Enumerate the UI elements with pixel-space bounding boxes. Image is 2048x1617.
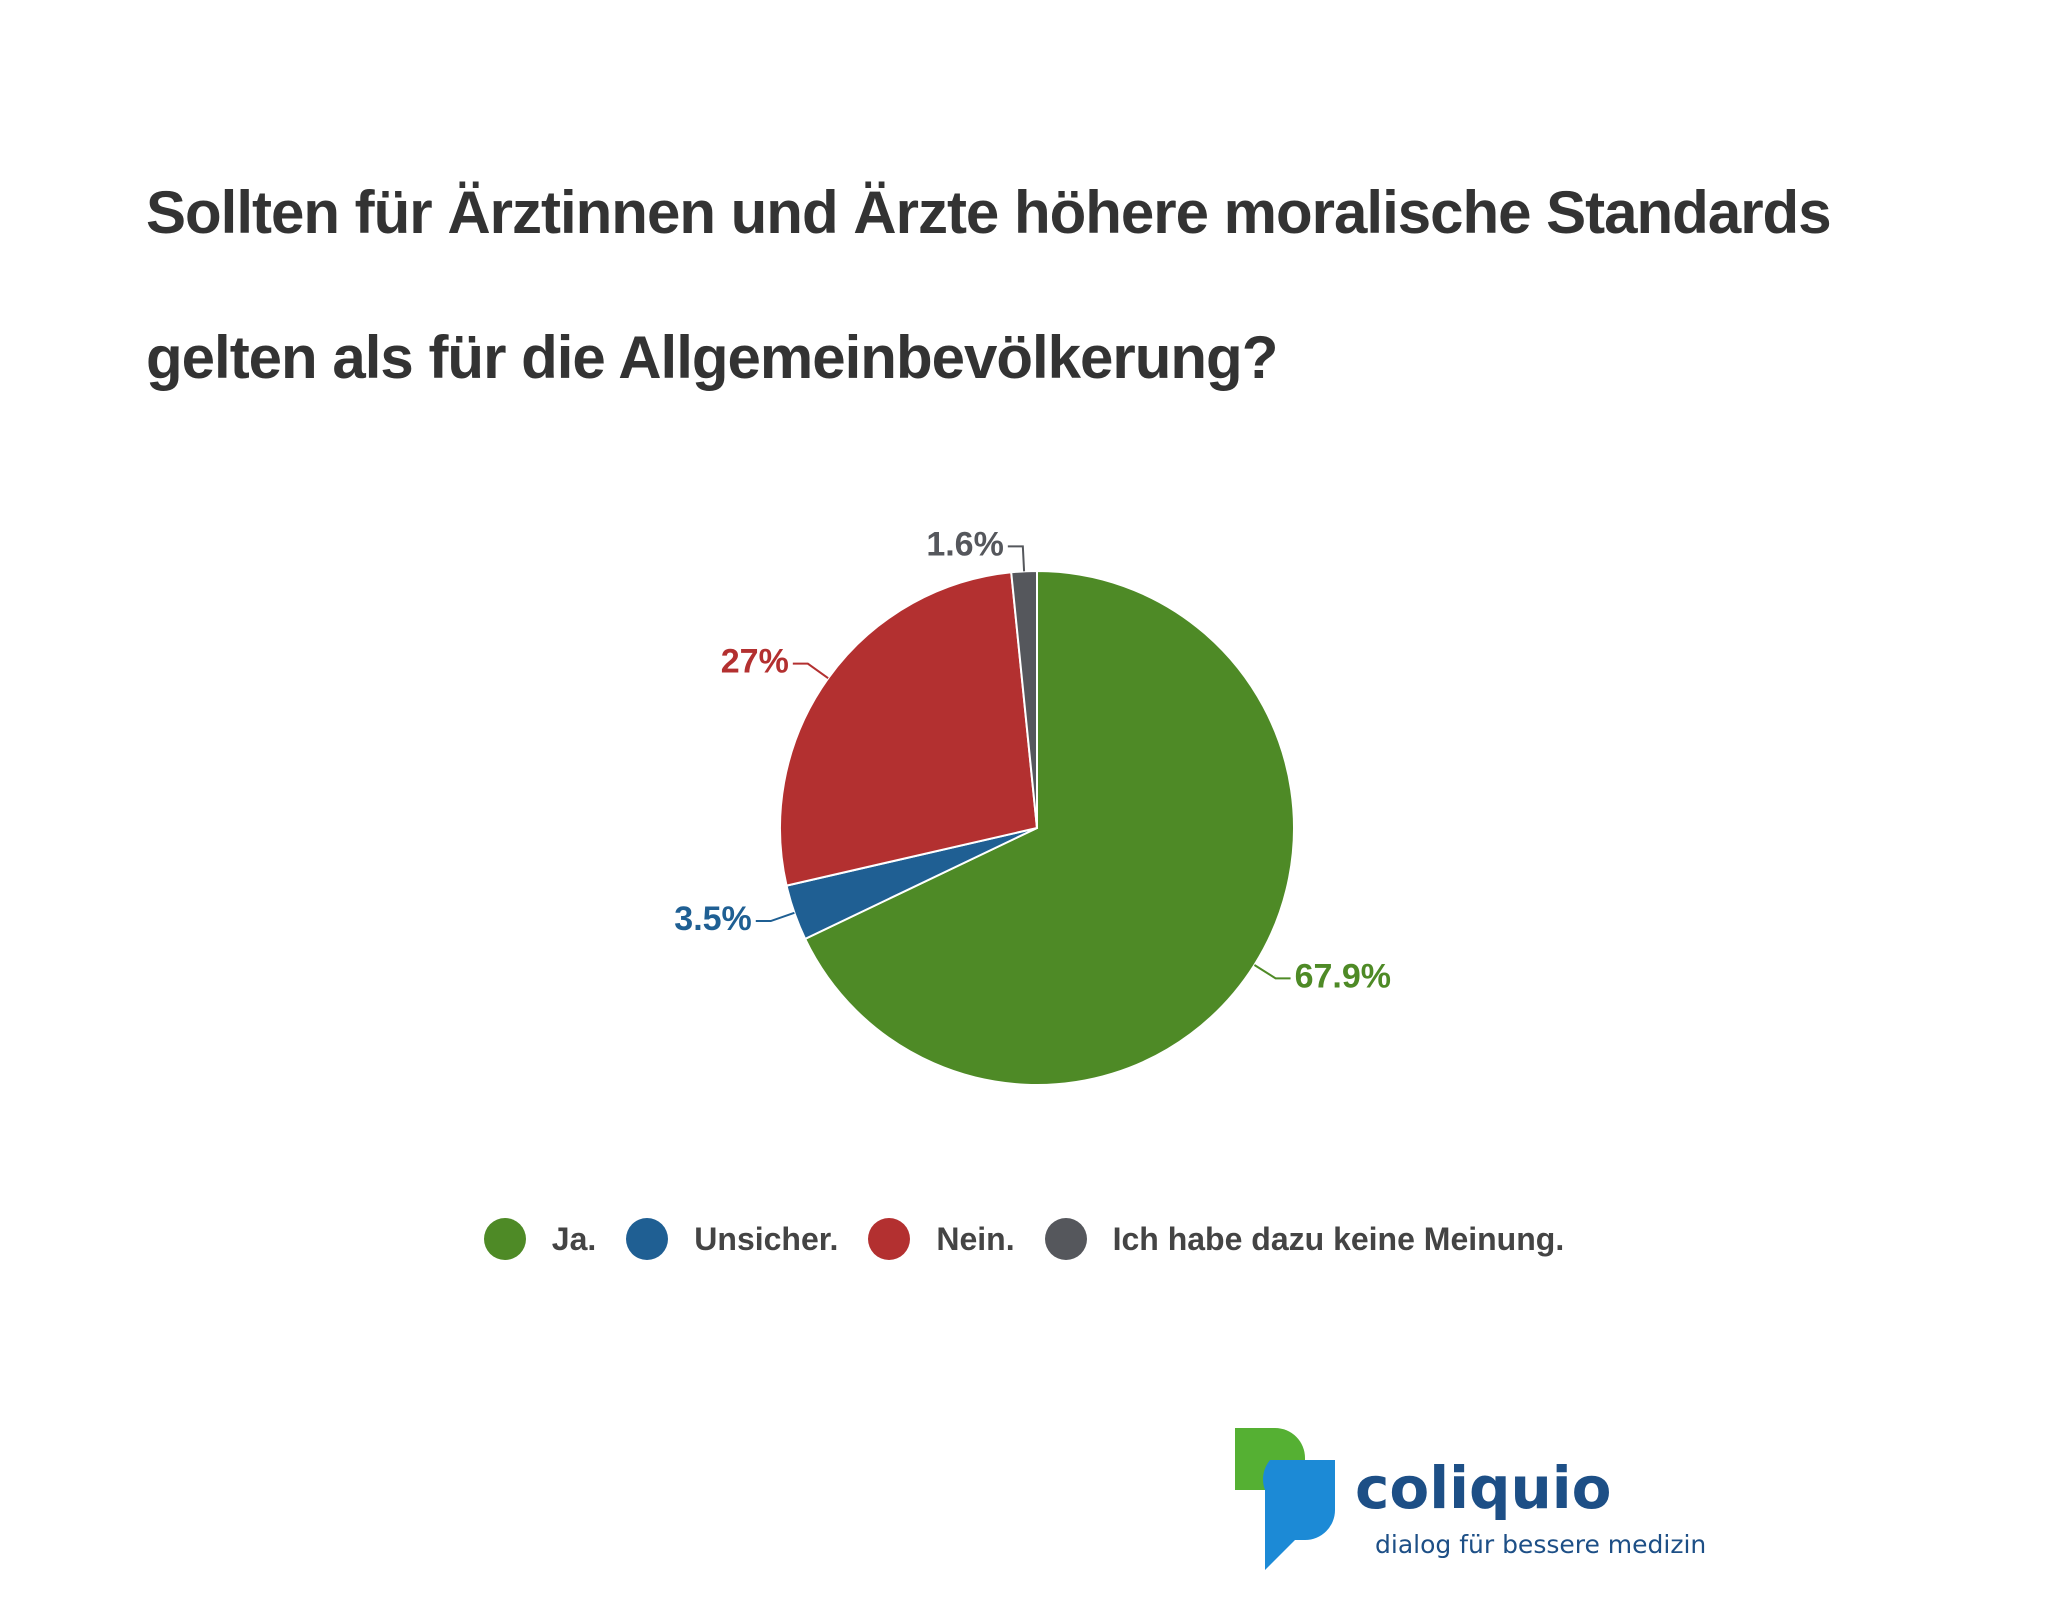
logo: coliquio dialog für bessere medizin: [1235, 1428, 1706, 1570]
legend-item: Unsicher.: [626, 1218, 838, 1260]
chart-title: Sollten für Ärztinnen und Ärzte höhere m…: [146, 179, 1832, 391]
legend-marker: [626, 1218, 669, 1260]
legend: Ja. Unsicher. Nein. Ich habe dazu keine Mei…: [0, 1218, 2048, 1260]
data-label: 67.9%: [1295, 957, 1391, 995]
pie-slice: [779, 571, 1039, 887]
legend-label: Ich habe dazu keine Meinung.: [1112, 1220, 1565, 1257]
leader-line: [755, 911, 795, 923]
legend-marker: [483, 1218, 526, 1260]
legend-label: Nein.: [936, 1220, 1015, 1257]
legend-label: Unsicher.: [694, 1220, 839, 1257]
leader-line: [1007, 545, 1026, 572]
logo-bubble: [1263, 1460, 1335, 1570]
data-label: 27%: [721, 643, 789, 681]
pie-slice: [803, 569, 1295, 1086]
data-label: 3.5%: [674, 900, 752, 938]
data-label: 1.6%: [926, 525, 1004, 563]
legend-label: Ja.: [551, 1220, 597, 1257]
legend-item: Ja.: [483, 1218, 597, 1260]
legend-item: Ich habe dazu keine Meinung.: [1044, 1218, 1565, 1260]
leader-line: [792, 662, 829, 680]
chart: 67.9% 3.5% 27% 1.6%: [674, 525, 1391, 1086]
logo-tagline: dialog für bessere medizin: [1375, 1530, 1706, 1559]
legend-marker: [1044, 1218, 1087, 1260]
legend-marker: [868, 1218, 911, 1260]
logo-name: coliquio: [1355, 1454, 1612, 1522]
pie-slice: [1010, 569, 1038, 829]
legend-item: Nein.: [868, 1218, 1015, 1260]
leader-line: [1253, 964, 1291, 980]
